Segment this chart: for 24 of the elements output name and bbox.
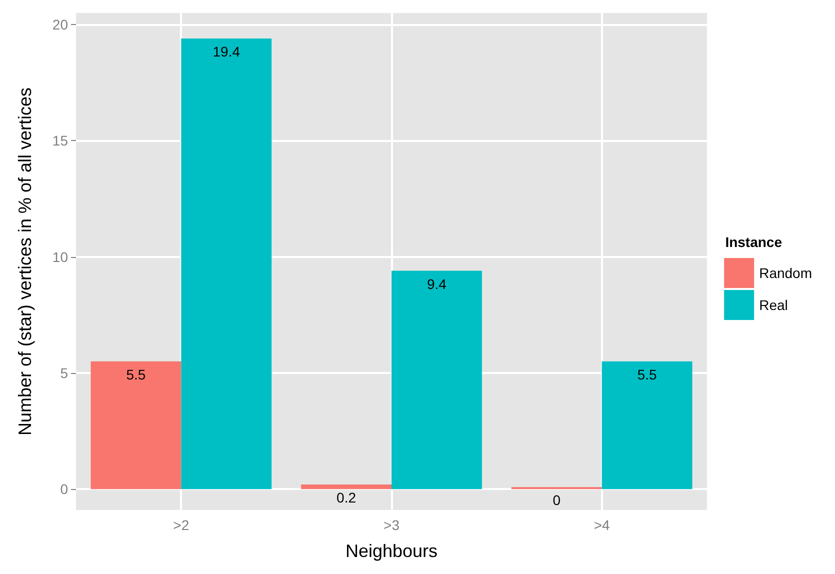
y-tick-label: 0 [60,481,68,498]
x-tick-label: >3 [384,517,400,533]
data-label: 0 [552,492,561,508]
x-tick-label: >2 [173,517,190,533]
bar [301,484,392,490]
legend-label: Random [759,265,812,281]
bar [392,270,482,490]
legend-label: Real [759,297,788,313]
y-axis-title: Number of (star) vertices in % of all vertices [15,87,35,436]
legend-title: Instance [725,234,782,250]
bar [181,38,272,490]
bar [90,361,182,490]
y-tick-label: 5 [60,364,68,381]
data-label: 0.2 [336,489,356,506]
x-axis-title: Neighbours [345,541,438,561]
bar [602,361,692,490]
data-label: 5.5 [126,366,146,382]
y-tick-label: 20 [52,16,68,33]
y-tick-label: 10 [52,248,68,265]
data-label: 9.4 [426,276,447,292]
y-tick-label: 15 [52,132,68,149]
x-tick-label: >4 [594,517,610,533]
data-label: 19.4 [212,44,240,60]
data-label: 5.5 [637,366,657,382]
